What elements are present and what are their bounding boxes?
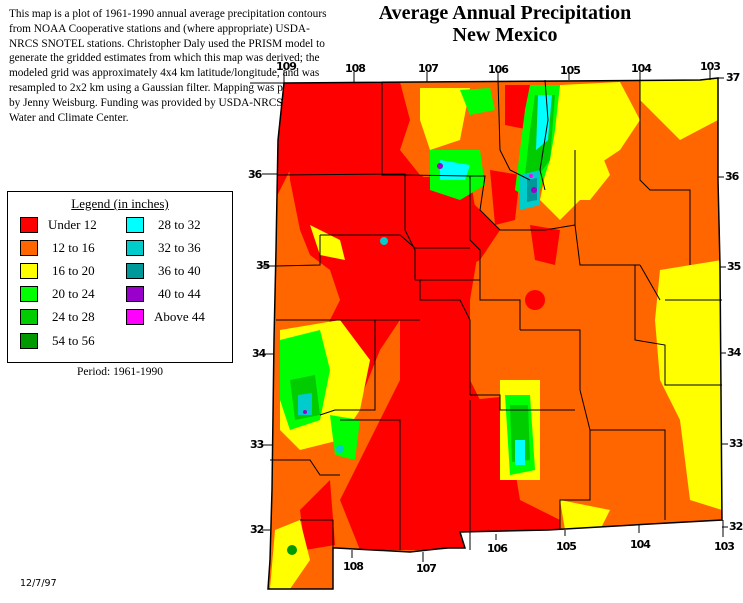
legend-item: 16 to 20 — [20, 262, 95, 280]
legend-item: 32 to 36 — [126, 239, 201, 257]
legend-swatch — [20, 309, 38, 325]
legend-label: 32 to 36 — [158, 240, 201, 255]
legend: Legend (in inches) Under 12 12 to 16 16 … — [7, 191, 233, 363]
lat-label-left: 36 — [248, 168, 262, 181]
legend-label: 16 to 20 — [52, 263, 95, 278]
legend-label: 24 to 28 — [52, 309, 95, 324]
county-boundaries — [270, 79, 722, 550]
lat-label-right: 35 — [727, 260, 741, 273]
legend-swatch — [126, 217, 144, 233]
lon-label-top: 109 — [276, 60, 297, 73]
legend-swatch — [20, 240, 38, 256]
legend-label: Above 44 — [154, 309, 205, 324]
legend-item: 24 to 28 — [20, 308, 95, 326]
lon-label-top: 103 — [700, 60, 721, 73]
legend-label: 12 to 16 — [52, 240, 95, 255]
lon-label-top: 104 — [631, 62, 652, 75]
lon-label-bottom: 105 — [556, 540, 577, 553]
legend-swatch — [20, 263, 38, 279]
lon-label-top: 106 — [488, 63, 509, 76]
state-border — [267, 77, 723, 590]
legend-swatch — [20, 333, 38, 349]
lon-label-bottom: 107 — [416, 562, 437, 575]
legend-item: Under 12 — [20, 216, 97, 234]
legend-item: 12 to 16 — [20, 239, 95, 257]
legend-item: 54 to 56 — [20, 332, 95, 350]
lat-label-left: 32 — [250, 523, 264, 536]
lat-label-right: 37 — [726, 71, 740, 84]
legend-label: 20 to 24 — [52, 286, 95, 301]
lat-label-right: 36 — [725, 170, 739, 183]
legend-label: Under 12 — [48, 217, 97, 232]
legend-label: 36 to 40 — [158, 263, 201, 278]
legend-swatch — [126, 240, 144, 256]
legend-label: 40 to 44 — [158, 286, 201, 301]
date-label: 12/7/97 — [20, 578, 57, 589]
legend-swatch — [126, 263, 144, 279]
lon-label-bottom: 103 — [714, 540, 735, 553]
legend-item: Above 44 — [126, 308, 205, 326]
lon-label-top: 108 — [345, 62, 366, 75]
map-description: This map is a plot of 1961-1990 annual a… — [9, 8, 327, 124]
lat-label-left: 33 — [250, 438, 264, 451]
graticule-ticks — [250, 70, 728, 562]
lat-label-right: 32 — [729, 520, 743, 533]
lon-label-bottom: 108 — [343, 560, 364, 573]
lat-label-left: 35 — [256, 259, 270, 272]
legend-item: 28 to 32 — [126, 216, 201, 234]
lon-label-top: 105 — [560, 64, 581, 77]
legend-label: 28 to 32 — [158, 217, 201, 232]
lon-label-top: 107 — [418, 62, 439, 75]
period-label: Period: 1961-1990 — [77, 366, 163, 378]
legend-item: 40 to 44 — [126, 285, 201, 303]
legend-item: 36 to 40 — [126, 262, 201, 280]
legend-swatch — [126, 309, 144, 325]
title-line-2: New Mexico — [452, 24, 558, 46]
legend-swatch — [126, 286, 144, 302]
legend-swatch — [20, 217, 38, 233]
legend-swatch — [20, 286, 38, 302]
lat-label-left: 34 — [252, 347, 266, 360]
lat-label-right: 33 — [729, 437, 743, 450]
precipitation-zones — [268, 78, 722, 589]
legend-item: 20 to 24 — [20, 285, 95, 303]
map-title: Average Annual Precipitation New Mexico — [340, 2, 670, 46]
legend-title: Legend (in inches) — [71, 196, 169, 211]
legend-label: 54 to 56 — [52, 333, 95, 348]
title-line-1: Average Annual Precipitation — [378, 2, 632, 24]
lat-label-right: 34 — [727, 346, 741, 359]
lon-label-bottom: 106 — [487, 542, 508, 555]
lon-label-bottom: 104 — [630, 538, 651, 551]
